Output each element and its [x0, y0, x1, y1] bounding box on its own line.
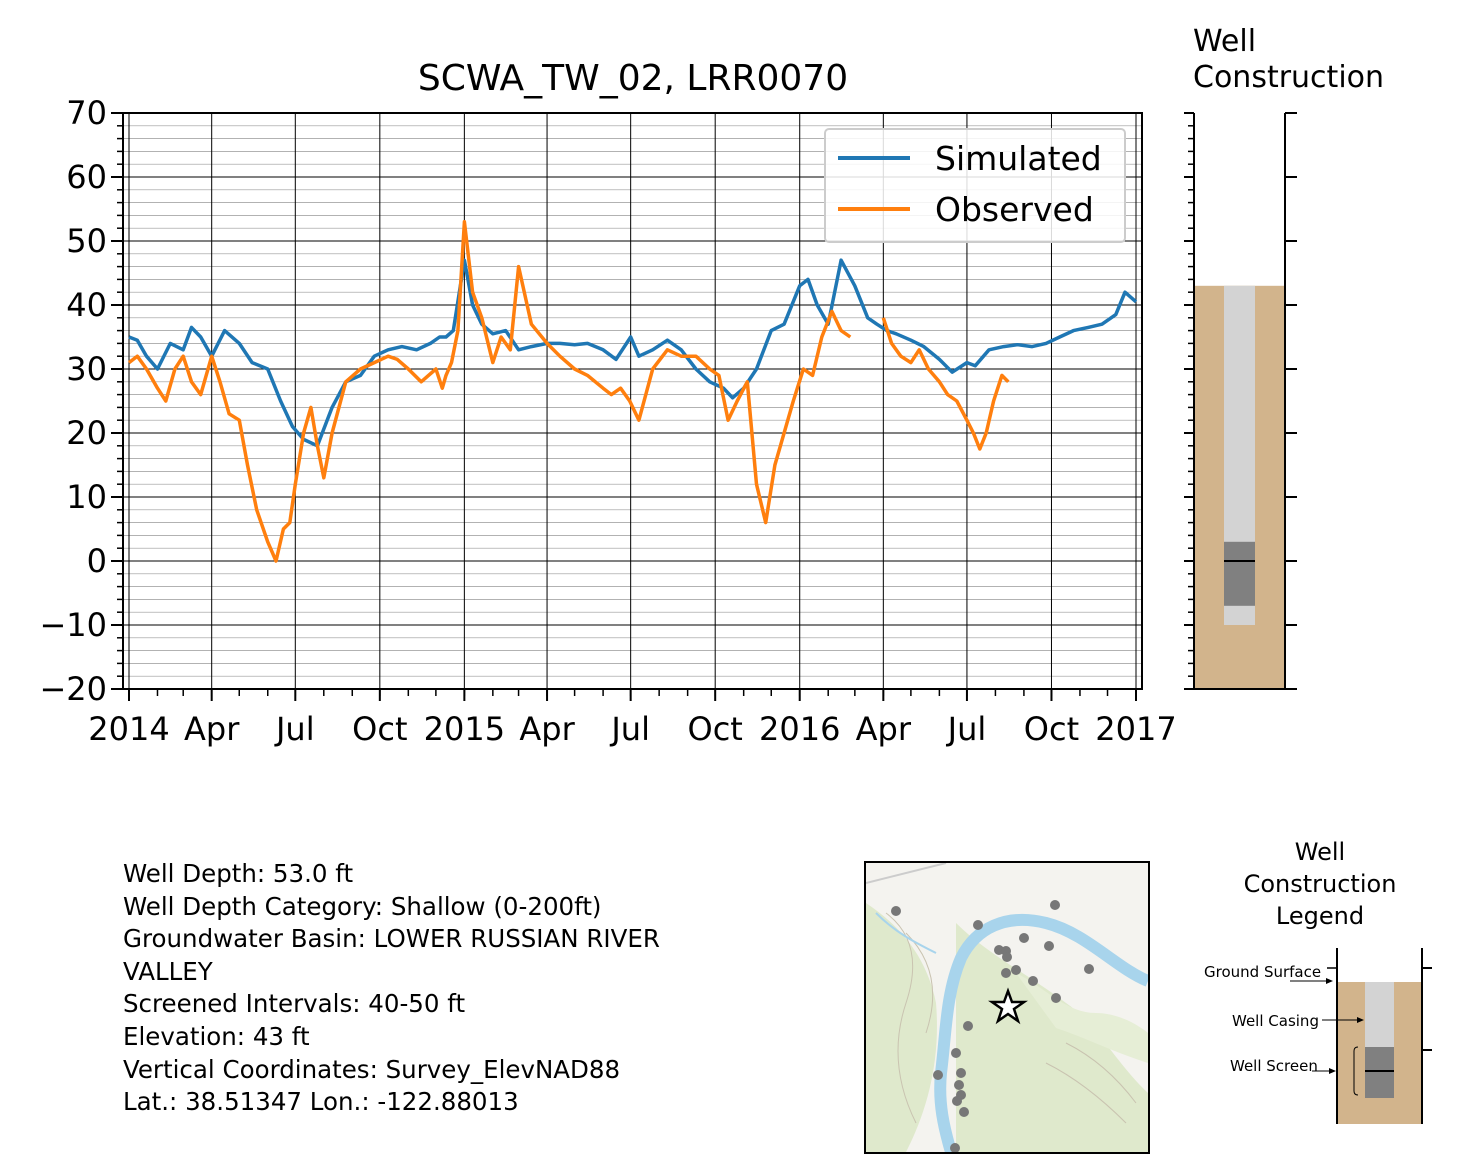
legend-well-casing-label: Well Casing	[1232, 1012, 1319, 1030]
y-tick-label: 50	[66, 222, 107, 260]
location-map	[864, 861, 1150, 1154]
y-tick-label: 10	[66, 478, 107, 516]
x-tick-label: 2015	[424, 710, 505, 748]
y-tick-label: 40	[66, 286, 107, 324]
x-tick-label: Jul	[609, 710, 650, 748]
legend-label-simulated: Simulated	[935, 139, 1102, 178]
chart-title: SCWA_TW_02, LRR0070	[418, 58, 848, 99]
groundwater-basin-cont: VALLEY	[123, 956, 660, 989]
vertical-coordinates: Vertical Coordinates: Survey_ElevNAD88	[123, 1054, 660, 1087]
screened-intervals: Screened Intervals: 40-50 ft	[123, 988, 660, 1021]
well-info-block: Well Depth: 53.0 ft Well Depth Category:…	[123, 858, 660, 1119]
y-tick-label: 70	[66, 94, 107, 132]
legend: Simulated Observed	[825, 129, 1125, 242]
x-tick-label: Oct	[1024, 710, 1079, 748]
y-tick-label: 0	[87, 542, 107, 580]
well-construction-panel	[1184, 113, 1297, 689]
elevation: Elevation: 43 ft	[123, 1021, 660, 1054]
x-tick-label: Oct	[688, 710, 743, 748]
lat-lon: Lat.: 38.51347 Lon.: -122.88013	[123, 1086, 660, 1119]
x-tick-label: 2016	[759, 710, 840, 748]
x-tick-label: Jul	[274, 710, 315, 748]
well-legend-diagram: Ground Surface Well Casing Well Screen	[1204, 948, 1432, 1124]
y-tick-label: −10	[39, 606, 107, 644]
x-tick-label: 2017	[1095, 710, 1176, 748]
well-depth: Well Depth: 53.0 ft	[123, 858, 660, 891]
legend-well-screen-label: Well Screen	[1230, 1057, 1318, 1075]
legend-label-observed: Observed	[935, 190, 1094, 229]
well-legend-title: Well Construction Legend	[1200, 836, 1440, 932]
well-depth-category: Well Depth Category: Shallow (0-200ft)	[123, 891, 660, 924]
well-screen	[1224, 542, 1255, 606]
x-tick-label: Oct	[352, 710, 407, 748]
x-tick-label: Apr	[519, 710, 575, 748]
x-tick-label: 2014	[88, 710, 169, 748]
y-tick-label: 20	[66, 414, 107, 452]
series-line-simulated	[129, 260, 1136, 446]
y-tick-label: 60	[66, 158, 107, 196]
x-tick-label: Apr	[184, 710, 240, 748]
legend-screen	[1365, 1047, 1394, 1098]
well-construction-title: Well Construction	[1193, 24, 1384, 96]
map-svg	[866, 863, 1148, 1152]
x-tick-label: Jul	[946, 710, 987, 748]
y-tick-label: 30	[66, 350, 107, 388]
x-tick-label: Apr	[856, 710, 912, 748]
legend-ground-surface-label: Ground Surface	[1204, 963, 1321, 981]
y-tick-label: −20	[39, 670, 107, 708]
groundwater-basin: Groundwater Basin: LOWER RUSSIAN RIVER	[123, 923, 660, 956]
